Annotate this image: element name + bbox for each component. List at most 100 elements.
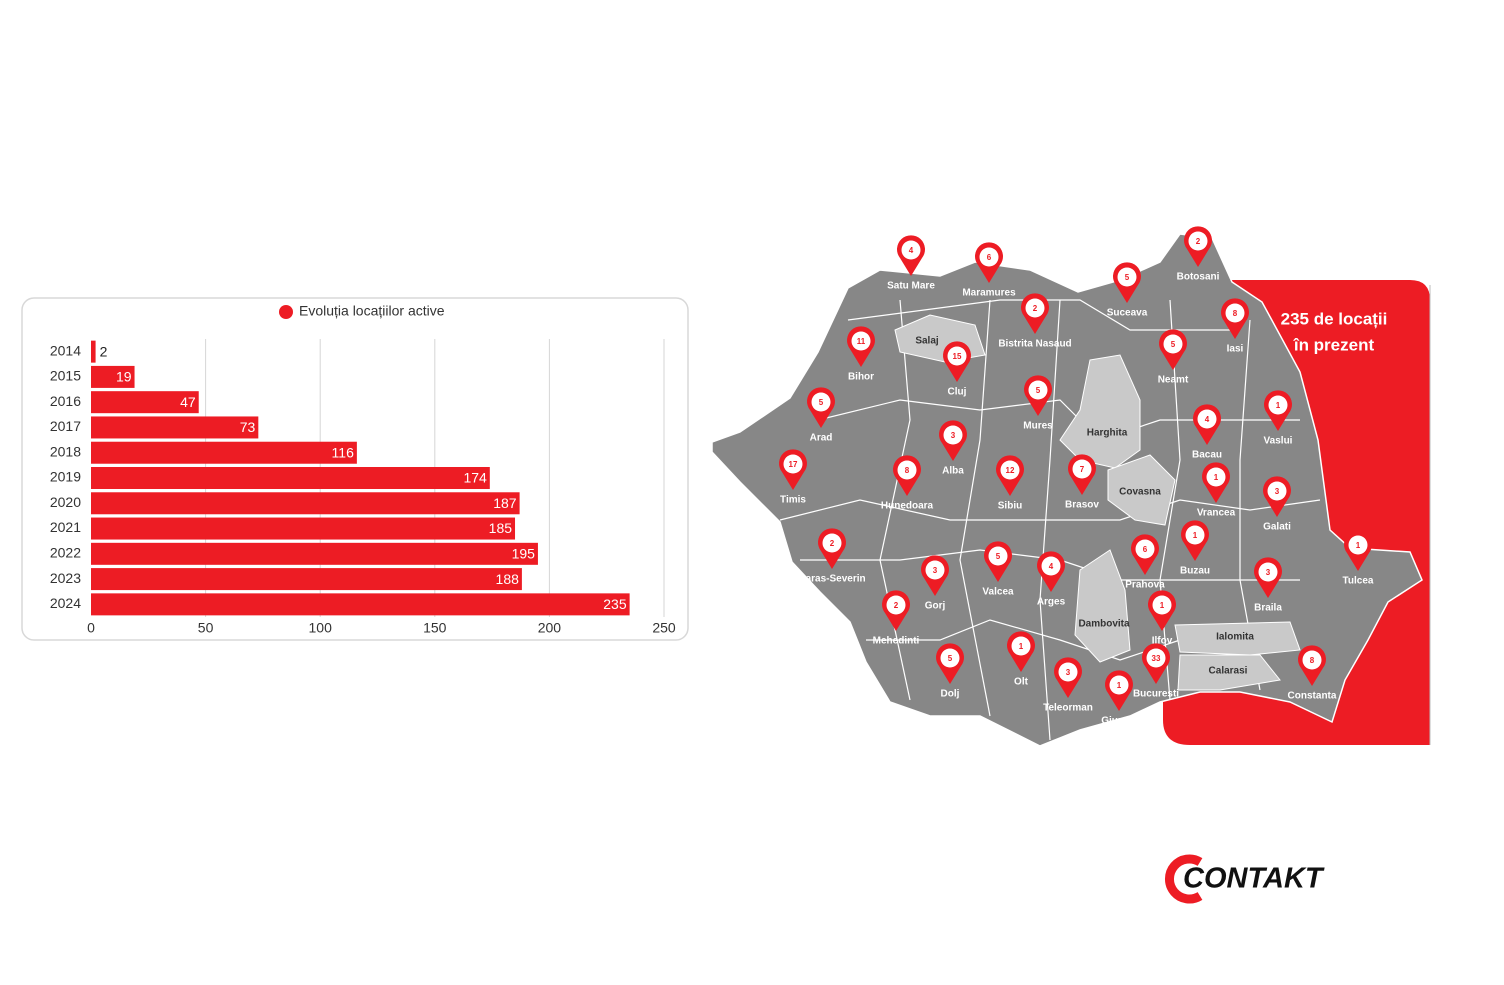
value-label: 116 (332, 444, 355, 460)
county-label: Timis (780, 495, 806, 506)
y-tick-label: 2021 (50, 519, 81, 535)
county-label: Brasov (1065, 500, 1099, 511)
pin-count: 4 (909, 246, 914, 255)
county-label: Suceava (1107, 308, 1148, 319)
county-label: Caras-Severin (798, 574, 865, 585)
y-tick-label: 2014 (50, 342, 81, 358)
pin-center (1025, 298, 1045, 318)
value-label: 235 (603, 596, 627, 612)
y-tick-label: 2017 (50, 418, 81, 434)
region-label: Ialomita (1216, 632, 1254, 643)
pin-count: 2 (1033, 304, 1038, 313)
county-label: Giurgiu (1101, 716, 1137, 727)
value-label: 2 (100, 343, 108, 359)
value-label: 187 (493, 495, 517, 511)
pin-center (1348, 535, 1368, 555)
pin-center (1135, 539, 1155, 559)
legend-label: Evoluția locațiilor active (299, 303, 445, 319)
callout-line: 235 de locații (1281, 309, 1388, 328)
pin-center (940, 648, 960, 668)
pin-center (811, 392, 831, 412)
pin: 3 (939, 420, 968, 461)
region-label: Harghita (1087, 428, 1128, 439)
pin-center (1258, 562, 1278, 582)
pin-count: 4 (1049, 562, 1054, 571)
county-label: Mures (1023, 421, 1053, 432)
pin-center (1000, 460, 1020, 480)
pin-count: 17 (789, 460, 798, 469)
county-label: Hunedoara (881, 501, 934, 512)
pin: 1 (1202, 462, 1231, 503)
pin-count: 2 (894, 601, 899, 610)
pin-center (1267, 481, 1287, 501)
pin: 1 (1148, 590, 1176, 631)
pin: 7 (1068, 454, 1096, 495)
region-shape (1107, 454, 1176, 526)
county-label: Sibiu (998, 501, 1022, 512)
pin-center (925, 560, 945, 580)
pin: 3 (921, 555, 949, 596)
pin: 33 (1142, 643, 1171, 684)
pin-count: 5 (948, 654, 953, 663)
bar (91, 340, 96, 363)
bar-chart: 0 50 100 150 200 250 2014 2 2015 19 2016 47 2017 73 20… (50, 339, 676, 636)
region-shape (1174, 621, 1301, 656)
region-label: Calarasi (1209, 666, 1248, 677)
x-tick-label: 100 (309, 620, 333, 636)
y-tick-label: 2015 (50, 368, 81, 384)
x-tick-label: 0 (87, 620, 95, 636)
bar (91, 517, 516, 540)
pin-center (988, 546, 1008, 566)
pin-center (1302, 650, 1322, 670)
pin-count: 5 (1036, 386, 1041, 395)
pin-count: 5 (1171, 340, 1176, 349)
pin: 8 (1298, 645, 1327, 686)
pin: 17 (779, 449, 807, 490)
pin-count: 6 (1143, 545, 1148, 554)
pin: 1 (1007, 631, 1035, 672)
county-label: Ilfov (1152, 636, 1173, 647)
region-label: Salaj (915, 336, 939, 347)
county-label: Arad (810, 433, 833, 444)
county-label: Mehedinti (873, 636, 920, 647)
pin: 1 (1181, 520, 1210, 561)
y-tick-label: 2016 (50, 393, 81, 409)
pin: 8 (1221, 298, 1250, 339)
pin-count: 1 (1214, 473, 1219, 482)
pin-center (979, 247, 999, 267)
bar (91, 542, 538, 565)
y-tick-label: 2024 (50, 595, 81, 611)
x-tick-label: 250 (652, 620, 676, 636)
county-label: Gorj (925, 601, 946, 612)
county-label: Teleorman (1043, 703, 1093, 714)
pin-center (1117, 267, 1137, 287)
bar (91, 593, 630, 616)
pin: 5 (984, 541, 1012, 582)
logo-mark (1165, 854, 1203, 904)
pin: 4 (897, 235, 926, 276)
y-tick-label: 2019 (50, 469, 81, 485)
bar (91, 365, 135, 388)
pin-count: 3 (1266, 568, 1271, 577)
pin: 12 (996, 455, 1025, 496)
pin: 11 (847, 326, 875, 367)
bar (91, 441, 357, 464)
legend-marker (279, 305, 293, 319)
pin-count: 1 (1019, 642, 1024, 651)
logo: CONTAKT (1183, 863, 1325, 895)
pin: 6 (1131, 534, 1159, 575)
x-tick-label: 50 (198, 620, 214, 636)
pin: 8 (893, 455, 922, 496)
county-label: Buzau (1180, 566, 1210, 577)
y-tick-label: 2023 (50, 570, 81, 586)
bar (91, 416, 259, 439)
pin: 5 (936, 643, 965, 684)
y-tick-label: 2022 (50, 545, 81, 561)
region-label: Dambovita (1078, 619, 1130, 630)
county-label: Valcea (982, 587, 1014, 598)
pin-count: 8 (1233, 309, 1238, 318)
value-label: 19 (116, 369, 132, 385)
pin-center (1225, 303, 1245, 323)
county-label: Olt (1014, 677, 1029, 688)
value-label: 195 (512, 546, 536, 562)
